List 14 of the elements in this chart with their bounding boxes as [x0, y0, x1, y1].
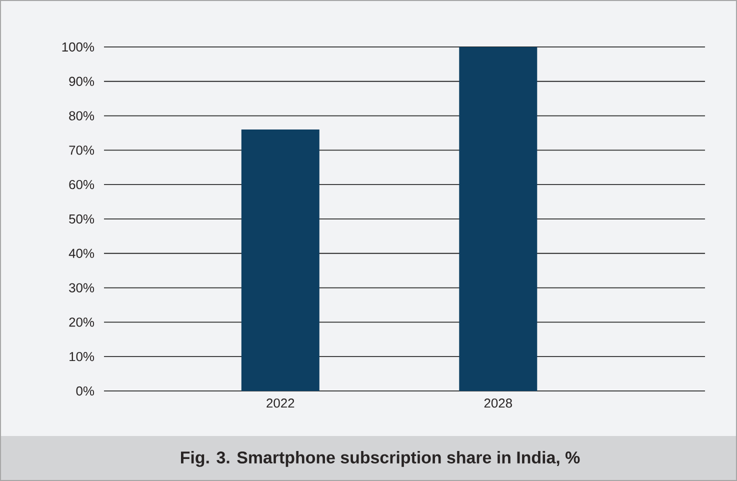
y-tick-label: 60% — [69, 180, 94, 190]
x-tick-label: 2022 — [266, 398, 294, 408]
y-tick-label: 40% — [68, 248, 94, 258]
text: Fig. 3. Smartphone subscription share in India, % — [181, 451, 580, 467]
y-tick-label: 70% — [69, 146, 94, 155]
y-tick-label: 20% — [69, 318, 94, 327]
y-tick-label: 30% — [69, 283, 94, 292]
y-tick-label: 100% — [62, 42, 94, 52]
y-tick-label: 80% — [69, 111, 94, 120]
y-tick-label: 0% — [76, 386, 94, 396]
y-tick-label: 10% — [70, 352, 94, 362]
x-tick-label: 2028 — [484, 398, 512, 408]
y-tick-label: 50% — [69, 214, 94, 224]
y-tick-label: 90% — [69, 76, 94, 86]
